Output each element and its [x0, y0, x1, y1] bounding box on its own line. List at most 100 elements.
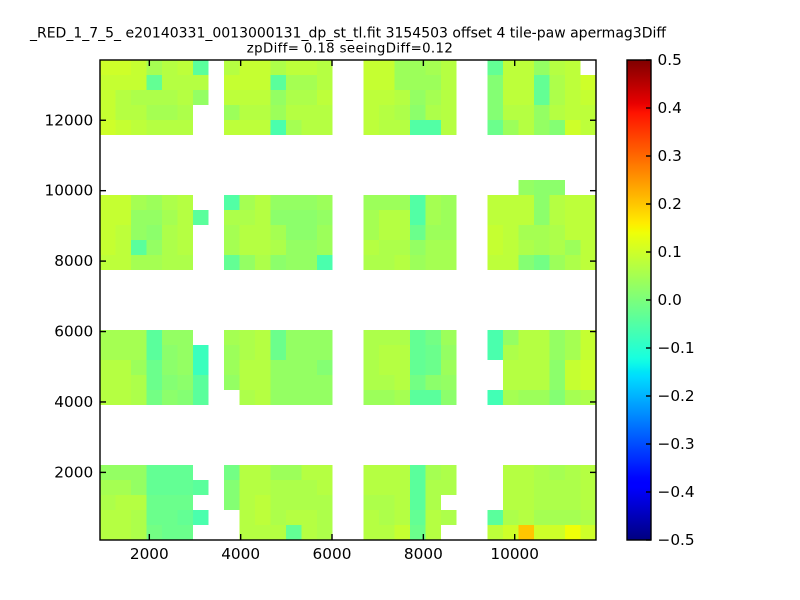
heatmap-cell — [379, 480, 395, 495]
heatmap-cell — [534, 330, 550, 345]
heatmap-cell — [565, 210, 581, 225]
heatmap-cell — [239, 495, 255, 510]
heatmap-cell — [379, 225, 395, 240]
heatmap-cell — [317, 465, 333, 480]
heatmap-cell — [549, 480, 565, 495]
heatmap-cell — [224, 375, 240, 390]
heatmap-cell — [441, 225, 457, 240]
colorbar-tick-label: −0.5 — [658, 531, 695, 549]
heatmap-cell — [410, 390, 426, 405]
heatmap-cell — [518, 525, 534, 540]
heatmap-cell — [100, 210, 116, 225]
heatmap-cell — [410, 495, 426, 510]
heatmap-cell — [301, 75, 317, 90]
heatmap-cell — [394, 375, 410, 390]
heatmap-cell — [425, 75, 441, 90]
heatmap-cell — [177, 120, 193, 135]
heatmap-cell — [177, 225, 193, 240]
heatmap-cell — [363, 510, 379, 525]
heatmap-cell — [441, 345, 457, 360]
heatmap-cell — [379, 510, 395, 525]
heatmap-cell — [410, 120, 426, 135]
heatmap-cell — [224, 345, 240, 360]
heatmap-cell — [518, 495, 534, 510]
heatmap-cell — [565, 465, 581, 480]
heatmap-cell — [580, 360, 596, 375]
heatmap-cell — [425, 255, 441, 270]
heatmap-cell — [146, 60, 162, 75]
heatmap-cell — [580, 120, 596, 135]
heatmap-cell — [394, 480, 410, 495]
heatmap-cell — [580, 480, 596, 495]
heatmap-cell — [162, 240, 178, 255]
heatmap-cell — [177, 360, 193, 375]
heatmap-cell — [177, 195, 193, 210]
heatmap-cell — [146, 345, 162, 360]
plot-frame — [99, 59, 597, 541]
heatmap-cell — [193, 375, 209, 390]
heatmap-cell — [146, 90, 162, 105]
heatmap-cell — [317, 495, 333, 510]
heatmap-cell — [425, 480, 441, 495]
heatmap-cell — [317, 210, 333, 225]
heatmap-cell — [177, 465, 193, 480]
heatmap-cell — [286, 225, 302, 240]
heatmap-cell — [503, 510, 519, 525]
heatmap-cell — [317, 195, 333, 210]
heatmap-cell — [487, 120, 503, 135]
heatmap-cell — [565, 495, 581, 510]
heatmap-cell — [270, 480, 286, 495]
heatmap-cell — [317, 390, 333, 405]
heatmap-cell — [270, 525, 286, 540]
heatmap-cell — [146, 255, 162, 270]
heatmap-cell — [425, 120, 441, 135]
heatmap-cell — [394, 240, 410, 255]
heatmap-cell — [115, 330, 131, 345]
heatmap-cell — [301, 90, 317, 105]
heatmap-cell — [534, 75, 550, 90]
heatmap-cell — [193, 90, 209, 105]
heatmap-cell — [270, 510, 286, 525]
heatmap-cell — [580, 345, 596, 360]
heatmap-cell — [177, 240, 193, 255]
heatmap-cell — [317, 120, 333, 135]
heatmap-cell — [580, 255, 596, 270]
heatmap-cell — [286, 90, 302, 105]
heatmap-cell — [317, 510, 333, 525]
heatmap-cell — [487, 330, 503, 345]
heatmap-cell — [270, 255, 286, 270]
heatmap-cell — [162, 390, 178, 405]
heatmap-cell — [580, 375, 596, 390]
heatmap-cell — [301, 345, 317, 360]
heatmap-cell — [286, 345, 302, 360]
heatmap-cell — [503, 465, 519, 480]
heatmap-cell — [549, 510, 565, 525]
heatmap-cell — [410, 345, 426, 360]
heatmap-cell — [115, 90, 131, 105]
heatmap-cell — [565, 105, 581, 120]
heatmap-cell — [193, 480, 209, 495]
heatmap-cell — [425, 210, 441, 225]
heatmap-cell — [518, 210, 534, 225]
heatmap-cell — [410, 480, 426, 495]
heatmap-cell — [224, 60, 240, 75]
heatmap-cell — [394, 120, 410, 135]
heatmap-cell — [518, 105, 534, 120]
heatmap-cell — [363, 480, 379, 495]
heatmap-cell — [286, 375, 302, 390]
heatmap-cell — [425, 465, 441, 480]
heatmap-cell — [131, 495, 147, 510]
heatmap-cell — [549, 375, 565, 390]
heatmap-cell — [162, 120, 178, 135]
heatmap-cell — [270, 390, 286, 405]
heatmap-cell — [549, 465, 565, 480]
heatmap-cell — [255, 90, 271, 105]
heatmap-cell — [239, 375, 255, 390]
heatmap-cell — [410, 255, 426, 270]
heatmap-cell — [115, 495, 131, 510]
heatmap-cell — [115, 255, 131, 270]
heatmap-cell — [565, 195, 581, 210]
heatmap-cell — [549, 105, 565, 120]
heatmap-cell — [270, 90, 286, 105]
colorbar-tick-label: 0.1 — [658, 243, 682, 261]
